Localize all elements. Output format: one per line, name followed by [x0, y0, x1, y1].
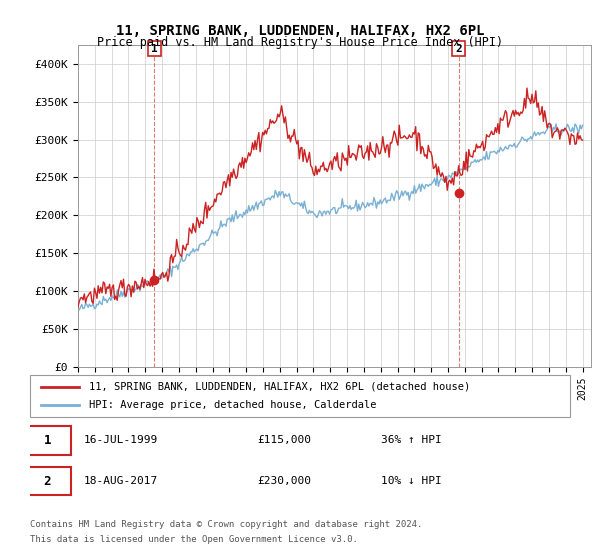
Text: HPI: Average price, detached house, Calderdale: HPI: Average price, detached house, Cald…	[89, 400, 377, 410]
Text: 10% ↓ HPI: 10% ↓ HPI	[381, 476, 442, 486]
Text: £115,000: £115,000	[257, 435, 311, 445]
Text: 11, SPRING BANK, LUDDENDEN, HALIFAX, HX2 6PL: 11, SPRING BANK, LUDDENDEN, HALIFAX, HX2…	[116, 24, 484, 38]
Text: 1: 1	[44, 433, 51, 447]
Text: 2: 2	[455, 44, 462, 54]
FancyBboxPatch shape	[30, 375, 570, 417]
Text: 16-JUL-1999: 16-JUL-1999	[84, 435, 158, 445]
Text: This data is licensed under the Open Government Licence v3.0.: This data is licensed under the Open Gov…	[30, 535, 358, 544]
FancyBboxPatch shape	[25, 466, 71, 496]
Text: 2: 2	[44, 474, 51, 488]
Text: Price paid vs. HM Land Registry's House Price Index (HPI): Price paid vs. HM Land Registry's House …	[97, 36, 503, 49]
Text: 36% ↑ HPI: 36% ↑ HPI	[381, 435, 442, 445]
Text: 18-AUG-2017: 18-AUG-2017	[84, 476, 158, 486]
Text: 11, SPRING BANK, LUDDENDEN, HALIFAX, HX2 6PL (detached house): 11, SPRING BANK, LUDDENDEN, HALIFAX, HX2…	[89, 382, 470, 392]
Text: 1: 1	[151, 44, 158, 54]
FancyBboxPatch shape	[25, 426, 71, 455]
Text: £230,000: £230,000	[257, 476, 311, 486]
Text: Contains HM Land Registry data © Crown copyright and database right 2024.: Contains HM Land Registry data © Crown c…	[30, 520, 422, 529]
